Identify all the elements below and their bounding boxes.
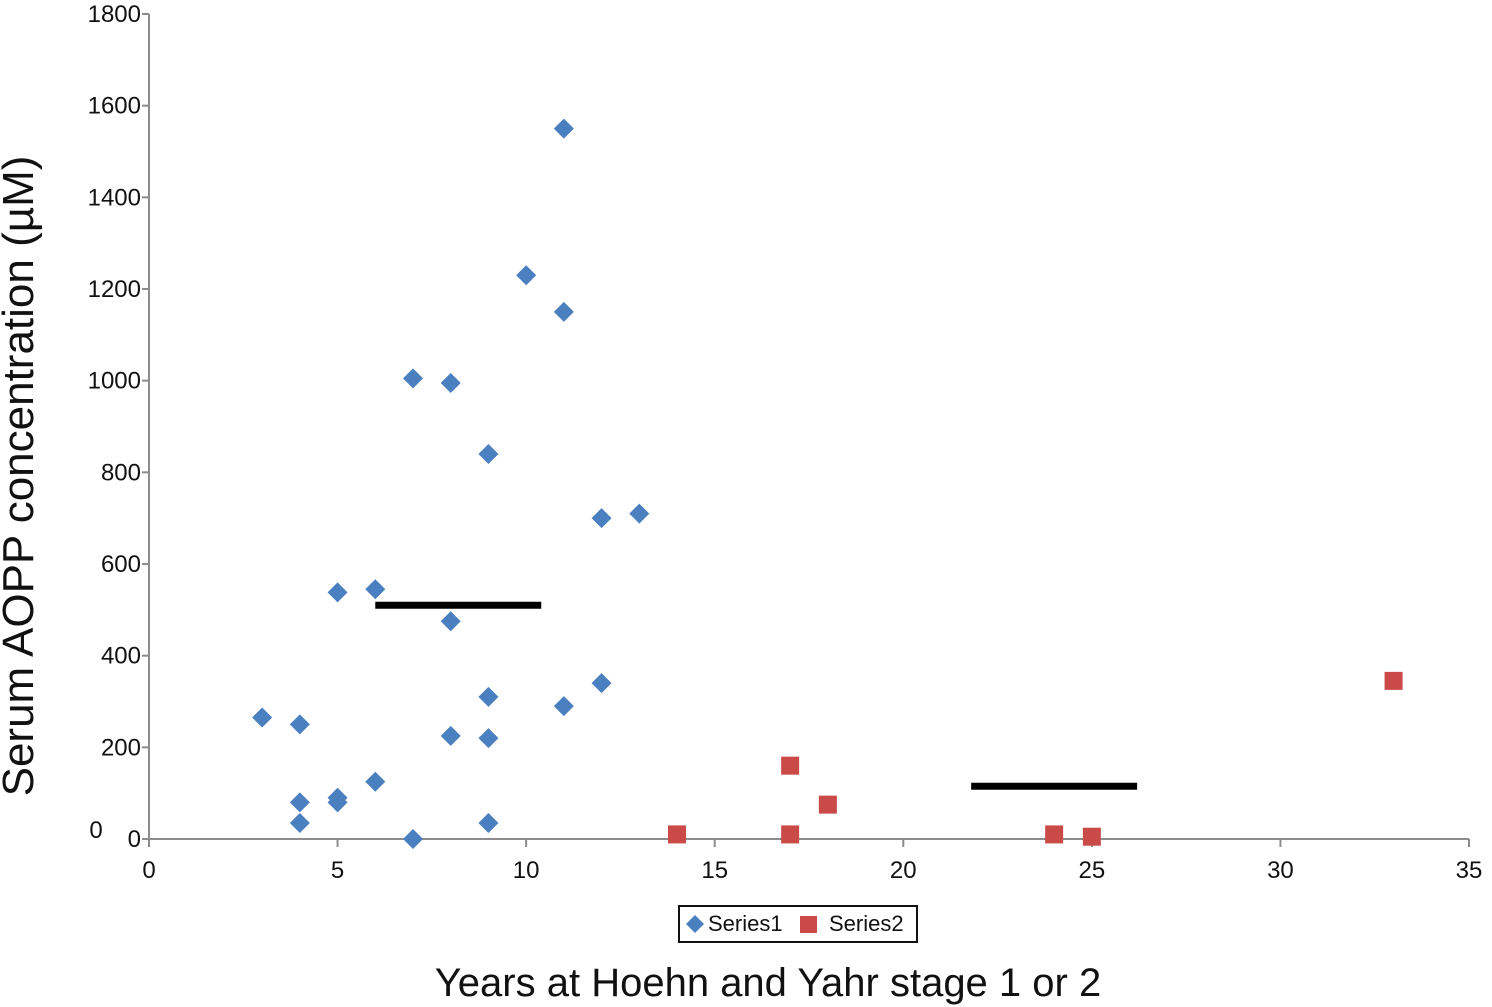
x-tick-label: 30 [1267,857,1294,884]
series1-point [440,725,461,746]
x-tick-label: 15 [701,857,728,884]
series1-point [478,728,499,749]
y-tick-label: 600 [101,551,141,578]
y-tick-label: 400 [101,643,141,670]
series1-point [478,686,499,707]
x-tick-label: 5 [331,857,344,884]
series2-point [781,825,800,844]
series2-point [781,756,800,775]
data-points [252,118,1403,849]
x-tick-label: 20 [890,857,917,884]
series1-point [440,372,461,393]
series1-point [289,792,310,813]
series1-point [289,714,310,735]
axes [142,13,1470,847]
series1-point [553,696,574,717]
legend-box [678,905,918,943]
series1-point [365,771,386,792]
legend-series2-label: Series2 [829,911,904,936]
legend-series2-marker [800,916,817,933]
y-tick-label-extra: 0 [89,817,102,844]
series1-point [327,792,348,813]
series1-point [365,579,386,600]
series1-point [516,265,537,286]
series1-point [553,118,574,139]
series2-point [1045,825,1064,844]
legend-series1-marker [686,915,704,933]
y-axis-title: Serum AOPP concentration (µM) [0,156,43,797]
series2-point [818,795,837,814]
legend-series1-label: Series1 [708,911,783,936]
mean-lines [375,601,1138,790]
series1-point [591,673,612,694]
series1-point [403,829,423,849]
series1-point [252,707,273,728]
series1-point [403,368,423,389]
series1-point [629,503,650,524]
legend: Series1 Series2 [678,905,918,943]
x-tick-label: 25 [1079,857,1106,884]
y-tick-label: 0 [128,826,141,853]
series2-point [1082,827,1101,846]
y-tick-label: 1600 [88,93,141,120]
series1-point [478,444,499,464]
y-tick-label: 1200 [88,276,141,303]
x-tick-label: 35 [1456,857,1483,884]
y-tick-label: 800 [101,459,141,486]
tick-labels: 0 5 10 15 20 25 30 35 1800 1600 1400 1200 1000 800 600… [88,1,1483,884]
y-tick-label: 200 [101,734,141,761]
y-tick-label: 1400 [88,184,141,211]
y-tick-label: 1800 [88,1,141,28]
series2-point [1384,671,1403,690]
y-tick-label: 1000 [88,368,141,395]
series1-point [478,812,499,833]
series1-point [327,582,348,603]
series1-point [553,301,574,322]
series1-point [591,508,612,529]
x-axis-title: Years at Hoehn and Yahr stage 1 or 2 [435,961,1101,1005]
x-tick-label: 0 [142,857,155,884]
series1-point [289,812,310,833]
x-tick-label: 10 [513,857,540,884]
series1-point [440,611,461,632]
series2-point [668,825,686,844]
